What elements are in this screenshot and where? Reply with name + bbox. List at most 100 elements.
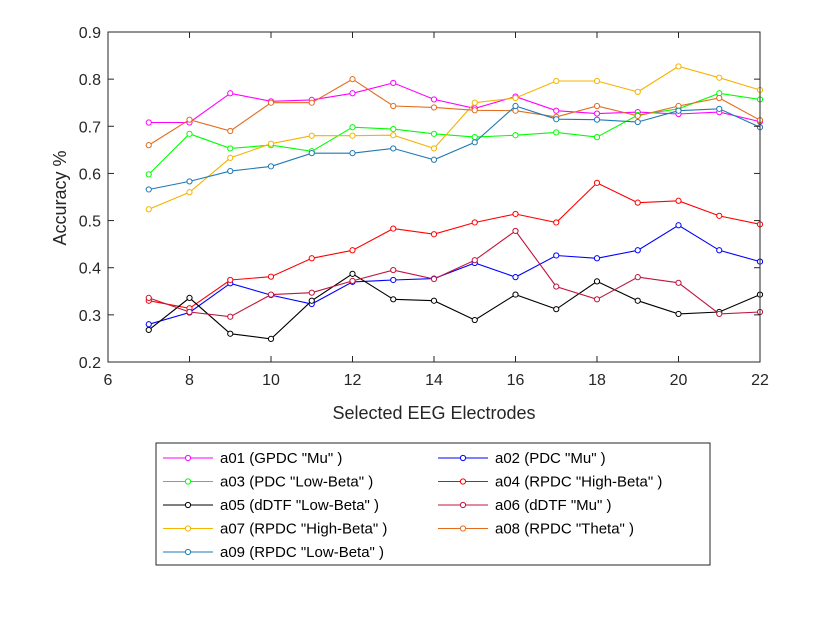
- legend-item: a06 (dDTF "Mu" ): [438, 497, 612, 514]
- legend-item: a02 (PDC "Mu" ): [438, 450, 606, 467]
- data-point: [716, 94, 723, 102]
- data-point: [349, 277, 356, 285]
- legend-item: a09 (RPDC "Low-Beta" ): [163, 544, 384, 561]
- data-point: [390, 145, 397, 152]
- data-point: [145, 186, 152, 193]
- legend-label: a09 (RPDC "Low-Beta" ): [220, 544, 384, 561]
- axes: 6 8 10 12 14 16 18 20 22 0.2 0.3 0.4 0.5 0.6 0.7 0.8 0.9: [79, 25, 769, 389]
- data-point: [349, 132, 356, 139]
- data-point: [512, 102, 519, 110]
- data-point: [145, 119, 152, 126]
- data-point: [349, 124, 356, 131]
- data-point: [390, 102, 397, 110]
- data-point: [145, 171, 152, 178]
- data-point: [145, 326, 152, 334]
- series-line: [148, 182, 761, 309]
- data-point: [186, 116, 193, 123]
- data-point: [634, 297, 641, 304]
- data-point: [716, 74, 723, 81]
- data-point: [227, 313, 234, 320]
- data-point: [593, 278, 601, 285]
- legend-marker: [459, 525, 467, 532]
- data-point: [593, 116, 601, 123]
- x-tick-label: 22: [751, 372, 769, 389]
- legend-label: a05 (dDTF "Low-Beta" ): [220, 497, 379, 514]
- data-point: [430, 130, 438, 137]
- data-point: [553, 77, 560, 85]
- y-tick-label: 0.9: [79, 25, 101, 42]
- data-point: [186, 130, 193, 137]
- legend: a01 (GPDC "Mu" ) a02 (PDC "Mu" ) a03 (PDC …: [155, 442, 711, 566]
- data-point: [512, 94, 519, 102]
- data-point: [593, 110, 601, 117]
- data-point: [675, 279, 682, 286]
- data-point: [512, 210, 519, 218]
- data-point: [349, 247, 356, 254]
- legend-marker: [459, 478, 467, 485]
- series-line: [148, 224, 761, 325]
- data-point: [390, 126, 397, 133]
- x-tick-label: 20: [670, 372, 688, 389]
- y-tick-label: 0.8: [79, 72, 101, 89]
- data-point: [512, 274, 519, 281]
- data-point: [227, 90, 234, 97]
- legend-item: a01 (GPDC "Mu" ): [163, 450, 342, 467]
- data-point: [675, 197, 682, 204]
- data-point: [145, 321, 152, 328]
- data-point: [634, 88, 641, 95]
- data-point: [349, 270, 356, 277]
- x-tick-label: 14: [425, 372, 443, 389]
- legend-item: a08 (RPDC "Theta" ): [438, 521, 634, 538]
- data-point: [186, 178, 193, 185]
- data-point: [430, 96, 438, 103]
- data-point: [186, 189, 193, 196]
- x-tick-label: 18: [588, 372, 606, 389]
- data-point: [553, 306, 560, 313]
- data-point: [349, 76, 356, 83]
- data-point: [227, 145, 234, 152]
- data-point: [267, 99, 275, 106]
- data-point: [227, 330, 234, 337]
- legend-marker: [184, 548, 192, 556]
- series-line: [148, 230, 761, 318]
- data-point: [512, 132, 519, 139]
- x-tick-label: 6: [104, 372, 113, 389]
- data-point: [227, 167, 234, 175]
- series-4: [145, 179, 764, 312]
- data-point: [593, 77, 601, 85]
- series-line: [148, 65, 761, 210]
- legend-marker: [184, 525, 192, 532]
- data-point: [308, 255, 315, 262]
- data-point: [553, 283, 560, 290]
- y-tick-label: 0.3: [79, 308, 101, 325]
- data-point: [471, 99, 478, 106]
- data-point: [227, 127, 234, 135]
- legend-label: a06 (dDTF "Mu" ): [495, 497, 612, 514]
- legend-label: a07 (RPDC "High-Beta" ): [220, 521, 387, 538]
- data-point: [186, 308, 193, 316]
- data-point: [390, 225, 397, 232]
- data-point: [430, 275, 438, 283]
- series-6: [145, 227, 764, 320]
- data-point: [430, 297, 438, 304]
- series-line: [148, 92, 761, 175]
- y-tick-label: 0.7: [79, 119, 101, 136]
- data-point: [716, 105, 723, 112]
- legend-label: a03 (PDC "Low-Beta" ): [220, 474, 373, 491]
- x-axis-title: Selected EEG Electrodes: [332, 403, 535, 423]
- data-point: [308, 99, 315, 106]
- data-point: [593, 134, 601, 141]
- data-point: [593, 179, 601, 186]
- x-tick-label: 8: [185, 372, 194, 389]
- legend-item: a05 (dDTF "Low-Beta" ): [163, 497, 379, 514]
- series-line: [148, 105, 761, 191]
- data-point: [471, 107, 478, 114]
- y-axis-title: Accuracy %: [50, 150, 70, 245]
- y-tick-label: 0.4: [79, 261, 101, 278]
- data-point: [553, 129, 560, 136]
- data-point: [390, 266, 397, 274]
- data-point: [512, 227, 519, 235]
- y-tick-label: 0.5: [79, 214, 101, 231]
- data-point: [512, 291, 519, 298]
